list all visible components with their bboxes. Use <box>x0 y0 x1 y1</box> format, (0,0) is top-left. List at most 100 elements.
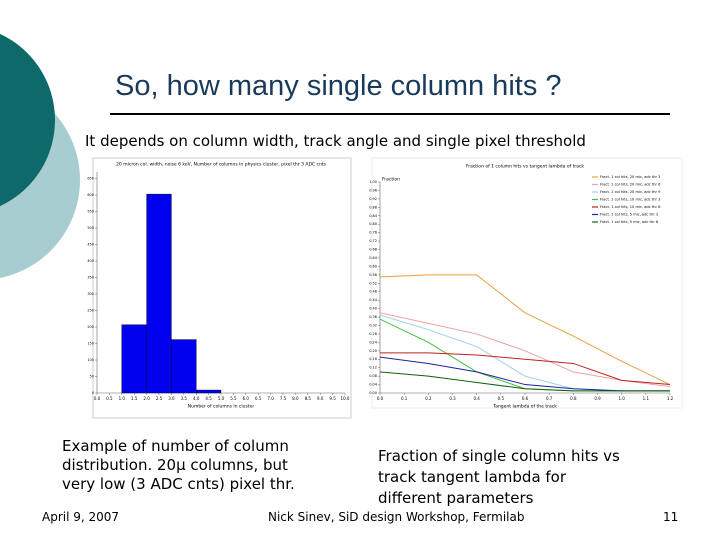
caption-line: distribution. 20μ columns, but <box>62 456 288 474</box>
y-tick-label: 0.00 <box>369 391 377 395</box>
x-tick-label: 0.5 <box>106 396 113 401</box>
y-tick-label: 300 <box>87 292 94 296</box>
slide-subtitle: It depends on column width, track angle … <box>85 132 586 150</box>
footer-author: Nick Sinev, SiD design Workshop, Fermila… <box>268 510 525 524</box>
y-tick-label: 500 <box>87 226 94 230</box>
caption-line: Example of number of column <box>62 437 289 455</box>
y-tick-label: 0.68 <box>369 248 377 252</box>
x-tick-label: 5.0 <box>218 396 225 401</box>
y-tick-label: 0.32 <box>369 323 377 327</box>
x-tick-label: 1.2 <box>667 396 674 401</box>
bar <box>146 193 172 394</box>
x-tick-label: 9.0 <box>317 396 324 401</box>
x-tick-label: 1.1 <box>643 396 650 401</box>
y-tick-label: 200 <box>87 325 94 329</box>
left-caption: Example of number of column distribution… <box>62 437 295 494</box>
footer-date: April 9, 2007 <box>42 510 120 524</box>
caption-line: very low (3 ADC cnts) pixel thr. <box>62 475 295 493</box>
x-tick-label: 2.0 <box>143 396 150 401</box>
x-tick-label: 7.0 <box>267 396 274 401</box>
legend-label: Fract. 1 col hits, 10 mic, adc thr 3 <box>600 198 660 202</box>
y-tick-label: 0.60 <box>369 264 377 268</box>
chart-title: Fraction of 1 column hits vs tangent lam… <box>466 164 584 170</box>
legend-label: Fract. 1 col hits, 20 mic, adc thr 9 <box>600 190 661 194</box>
y-tick-label: 250 <box>87 309 94 313</box>
footer-page: 11 <box>663 510 679 524</box>
x-tick-label: 6.0 <box>243 396 250 401</box>
y-axis-label: Fraction <box>382 177 400 183</box>
y-tick-label: 0.92 <box>369 197 377 201</box>
y-tick-label: 450 <box>87 243 94 247</box>
y-tick-label: 650 <box>87 177 94 181</box>
y-tick-label: 0.04 <box>369 383 378 387</box>
y-tick-label: 0.72 <box>369 239 377 243</box>
caption-line: different parameters <box>378 489 534 507</box>
y-tick-label: 100 <box>87 358 94 362</box>
right-caption: Fraction of single column hits vs track … <box>378 446 620 509</box>
x-tick-label: 1.0 <box>618 396 625 401</box>
y-tick-label: 0.96 <box>369 188 377 192</box>
y-tick-label: 0.64 <box>369 256 378 260</box>
x-tick-label: 3.5 <box>181 396 188 401</box>
x-tick-label: 7.5 <box>280 396 287 401</box>
legend-label: Fract. 1 col hits, 5 mic, adc thr 6 <box>600 220 659 224</box>
y-tick-label: 0.36 <box>369 315 377 319</box>
x-tick-label: 6.5 <box>255 396 262 401</box>
y-tick-label: 0.48 <box>369 290 377 294</box>
y-tick-label: 550 <box>87 210 94 214</box>
x-tick-label: 0.3 <box>449 396 456 401</box>
x-tick-label: 10.0 <box>341 396 350 401</box>
x-tick-label: 3.0 <box>168 396 175 401</box>
bar <box>121 324 147 394</box>
x-tick-label: 1.0 <box>119 396 126 401</box>
y-tick-label: 0.28 <box>369 332 377 336</box>
y-tick-label: 0.76 <box>369 231 377 235</box>
x-tick-label: 0.8 <box>570 396 577 401</box>
y-tick-label: 0 <box>92 391 94 395</box>
y-tick-label: 0.40 <box>369 307 377 311</box>
chart-title: 20 micron col. width, noise 6 keV, Numbe… <box>116 162 327 168</box>
x-tick-label: 4.5 <box>205 396 212 401</box>
x-tick-label: 9.5 <box>329 396 336 401</box>
legend-label: Fract. 1 col hits, 20 mic, adc thr 6 <box>600 183 661 187</box>
x-tick-label: 1.5 <box>131 396 138 401</box>
y-tick-label: 0.44 <box>369 298 378 302</box>
x-axis-label: Number of columns in cluster <box>188 404 255 410</box>
y-tick-label: 0.20 <box>369 349 377 353</box>
x-tick-label: 0.6 <box>522 396 529 401</box>
y-tick-label: 50 <box>90 375 94 379</box>
x-tick-label: 0.7 <box>546 396 553 401</box>
legend-label: Fract. 1 col hits, 10 mic, adc thr 6 <box>600 205 661 209</box>
x-tick-label: 0.5 <box>498 396 505 401</box>
series-line <box>379 274 671 386</box>
y-tick-label: 1.00 <box>369 180 377 184</box>
x-axis-label: Tangent lambda of the track <box>492 404 557 410</box>
y-tick-label: 0.08 <box>369 374 377 378</box>
x-tick-label: 8.5 <box>305 396 312 401</box>
x-tick-label: 8.0 <box>292 396 299 401</box>
series-line <box>380 352 671 386</box>
x-tick-label: 0.4 <box>473 396 480 401</box>
y-tick-label: 0.88 <box>369 205 377 209</box>
y-tick-label: 0.12 <box>369 366 377 370</box>
decor-circle <box>0 33 55 207</box>
legend-label: Fract. 1 col hits, 5 mic, adc thr 3 <box>600 213 658 217</box>
caption-line: Fraction of single column hits vs <box>378 447 620 465</box>
legend-label: Fract. 1 col hits, 20 mic, adc thr 3 <box>600 175 660 179</box>
x-tick-label: 4.0 <box>193 396 200 401</box>
series-line <box>379 371 670 392</box>
y-tick-label: 600 <box>87 193 94 197</box>
x-tick-label: 2.5 <box>156 396 163 401</box>
y-tick-label: 350 <box>87 276 94 280</box>
bar <box>195 389 222 394</box>
x-tick-label: 0.2 <box>425 396 432 401</box>
y-tick-label: 0.16 <box>369 357 377 361</box>
y-tick-label: 0.80 <box>369 222 377 226</box>
x-tick-label: 0.0 <box>94 396 101 401</box>
slide-title: So, how many single column hits ? <box>115 70 562 102</box>
chart-frame <box>371 157 683 409</box>
y-tick-label: 0.84 <box>369 214 378 218</box>
